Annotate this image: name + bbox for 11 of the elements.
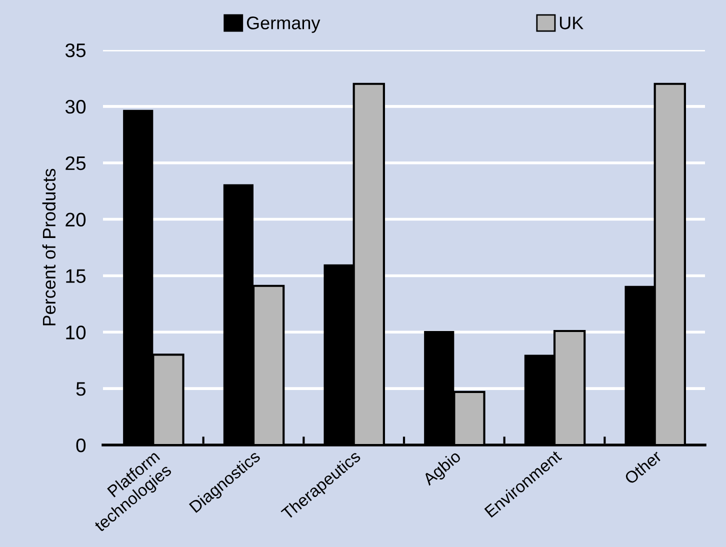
y-tick-label: 35 (65, 43, 86, 58)
y-axis-title: Percent of Products (42, 168, 56, 326)
legend-label: Germany (246, 16, 320, 33)
y-tick-label: 0 (76, 438, 86, 452)
y-tick-label: 10 (66, 326, 86, 340)
y-tick-label: 20 (66, 212, 86, 227)
y-tick-label: 30 (65, 100, 86, 114)
y-tick-label: 25 (66, 156, 86, 170)
y-tick-label: 5 (76, 382, 86, 396)
y-tick-label: 15 (66, 269, 86, 283)
legend-label: UK (560, 16, 584, 30)
